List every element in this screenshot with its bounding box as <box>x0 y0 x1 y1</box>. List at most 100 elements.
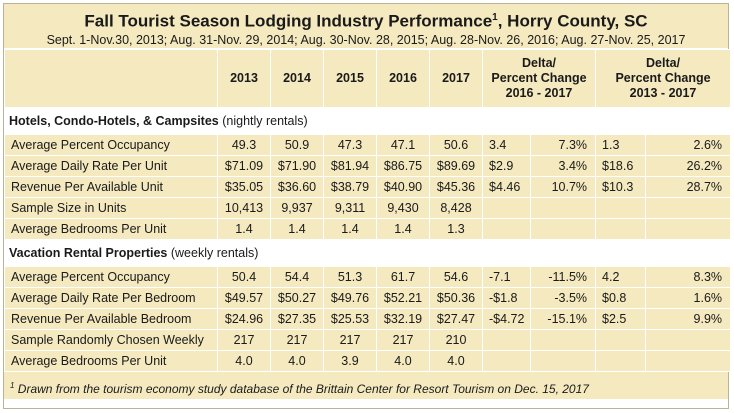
pct-change-2016-2017-cell: -15.1% <box>529 308 597 330</box>
table-title: Fall Tourist Season Lodging Industry Per… <box>4 4 728 32</box>
delta-2013-2017-cell: 1.3 <box>595 134 647 156</box>
row-label: Average Percent Occupancy <box>4 134 218 156</box>
section-title: Vacation Rental Properties (weekly renta… <box>3 239 732 267</box>
table-row: Average Daily Rate Per Unit $71.09 $71.90 $… <box>4 155 732 177</box>
year-value-cell: 210 <box>429 329 483 351</box>
delta2-line3: 2013 - 2017 <box>629 86 697 100</box>
table-row: Sample Randomly Chosen Weekly 217 217 217 21… <box>4 329 732 351</box>
section-title-bold: Hotels, Condo-Hotels, & Campsites <box>9 114 219 128</box>
year-value-cell: 10,413 <box>217 197 271 219</box>
year-value-cell: 47.3 <box>323 134 377 156</box>
pct-change-2013-2017-cell <box>645 218 732 240</box>
row-label: Average Bedrooms Per Unit <box>4 350 218 372</box>
delta-2013-2017-cell <box>595 329 647 351</box>
section-title-note: (weekly rentals) <box>167 246 259 260</box>
pct-change-2016-2017-cell: -11.5% <box>529 266 597 288</box>
delta-2013-2017-cell: $0.8 <box>595 287 647 309</box>
year-value-cell: 217 <box>323 329 377 351</box>
year-value-cell: $89.69 <box>429 155 483 177</box>
year-value-cell: 9,311 <box>323 197 377 219</box>
delta-2016-2017-cell: $4.46 <box>482 176 531 198</box>
year-value-cell: $27.35 <box>270 308 324 330</box>
row-label: Average Daily Rate Per Unit <box>4 155 218 177</box>
delta-2016-2017-cell: -$1.8 <box>482 287 531 309</box>
year-value-cell: $50.36 <box>429 287 483 309</box>
year-value-cell: $35.05 <box>217 176 271 198</box>
year-value-cell: 49.3 <box>217 134 271 156</box>
footnote: 1 Drawn from the tourism economy study d… <box>4 372 728 399</box>
header-2013: 2013 <box>217 49 271 108</box>
year-value-cell: 50.6 <box>429 134 483 156</box>
pct-change-2013-2017-cell: 9.9% <box>645 308 732 330</box>
row-label: Average Percent Occupancy <box>4 266 218 288</box>
section-title-note: (nightly rentals) <box>218 114 308 128</box>
year-value-cell: 217 <box>376 329 430 351</box>
row-label: Average Bedrooms Per Unit <box>4 218 218 240</box>
pct-change-2016-2017-cell: 7.3% <box>529 134 597 156</box>
year-value-cell: 1.3 <box>429 218 483 240</box>
delta1-line2: Percent Change <box>491 71 587 85</box>
year-value-cell: 54.4 <box>270 266 324 288</box>
year-value-cell: $36.60 <box>270 176 324 198</box>
delta-2013-2017-cell <box>595 218 647 240</box>
pct-change-2016-2017-cell <box>529 329 597 351</box>
title-text: Fall Tourist Season Lodging Industry Per… <box>84 11 493 31</box>
year-value-cell: 9,430 <box>376 197 430 219</box>
delta2-line2: Percent Change <box>615 71 711 85</box>
year-value-cell: 50.9 <box>270 134 324 156</box>
row-label: Sample Randomly Chosen Weekly <box>4 329 218 351</box>
section-title-bold: Vacation Rental Properties <box>9 246 168 260</box>
row-label: Revenue Per Available Bedroom <box>4 308 218 330</box>
pct-change-2013-2017-cell: 2.6% <box>645 134 732 156</box>
lodging-table-figure: Fall Tourist Season Lodging Industry Per… <box>3 3 732 409</box>
year-value-cell: 51.3 <box>323 266 377 288</box>
table-subtitle: Sept. 1-Nov.30, 2013; Aug. 31-Nov. 29, 2… <box>46 32 686 47</box>
pct-change-2013-2017-cell <box>645 350 732 372</box>
header-delta-2016-2017: Delta/ Percent Change 2016 - 2017 <box>481 49 597 108</box>
row-label: Average Daily Rate Per Bedroom <box>4 287 218 309</box>
delta-2013-2017-cell <box>595 197 647 219</box>
pct-change-2013-2017-cell: 28.7% <box>645 176 732 198</box>
year-value-cell: 4.0 <box>429 350 483 372</box>
delta-2016-2017-cell: -7.1 <box>482 266 531 288</box>
year-value-cell: 1.4 <box>217 218 271 240</box>
delta-2016-2017-cell: -$4.72 <box>482 308 531 330</box>
year-value-cell: $50.27 <box>270 287 324 309</box>
pct-change-2013-2017-cell: 26.2% <box>645 155 732 177</box>
year-value-cell: $86.75 <box>376 155 430 177</box>
year-value-cell: 8,428 <box>429 197 483 219</box>
title-footnote-mark: 1 <box>492 12 498 23</box>
table-row: Average Bedrooms Per Unit 4.0 4.0 3.9 4.0 4.0 <box>4 350 732 372</box>
year-value-cell: $71.09 <box>217 155 271 177</box>
header-row: 2013 2014 2015 2016 2017 Delta/ Percent … <box>4 49 732 108</box>
year-value-cell: 217 <box>270 329 324 351</box>
delta-2016-2017-cell <box>482 350 531 372</box>
table-row: Revenue Per Available Bedroom $24.96 $27.3… <box>4 308 732 330</box>
performance-table: 2013 2014 2015 2016 2017 Delta/ Percent … <box>3 49 732 372</box>
pct-change-2016-2017-cell: 3.4% <box>529 155 597 177</box>
title-suffix: , Horry County, SC <box>497 11 648 31</box>
year-value-cell: 47.1 <box>376 134 430 156</box>
year-value-cell: 4.0 <box>217 350 271 372</box>
table-row: Average Bedrooms Per Unit 1.4 1.4 1.4 1.4 1.3 <box>4 218 732 240</box>
year-value-cell: $81.94 <box>323 155 377 177</box>
footnote-mark: 1 <box>10 381 15 390</box>
year-value-cell: $49.57 <box>217 287 271 309</box>
year-value-cell: 54.6 <box>429 266 483 288</box>
year-value-cell: $24.96 <box>217 308 271 330</box>
year-value-cell: 4.0 <box>376 350 430 372</box>
delta-2016-2017-cell: 3.4 <box>482 134 531 156</box>
header-2016: 2016 <box>376 49 430 108</box>
pct-change-2013-2017-cell: 8.3% <box>645 266 732 288</box>
delta-2016-2017-cell: $2.9 <box>482 155 531 177</box>
table-row: Average Daily Rate Per Bedroom $49.57 $50.… <box>4 287 732 309</box>
delta-2016-2017-cell <box>482 218 531 240</box>
pct-change-2016-2017-cell: 10.7% <box>529 176 597 198</box>
delta1-line3: 2016 - 2017 <box>505 86 573 100</box>
pct-change-2013-2017-cell <box>645 197 732 219</box>
table-row: Average Percent Occupancy 50.4 54.4 51.3 61.… <box>4 266 732 288</box>
delta-2013-2017-cell: 4.2 <box>595 266 647 288</box>
delta-2013-2017-cell: $18.6 <box>595 155 647 177</box>
year-value-cell: $49.76 <box>323 287 377 309</box>
delta-2016-2017-cell <box>482 329 531 351</box>
